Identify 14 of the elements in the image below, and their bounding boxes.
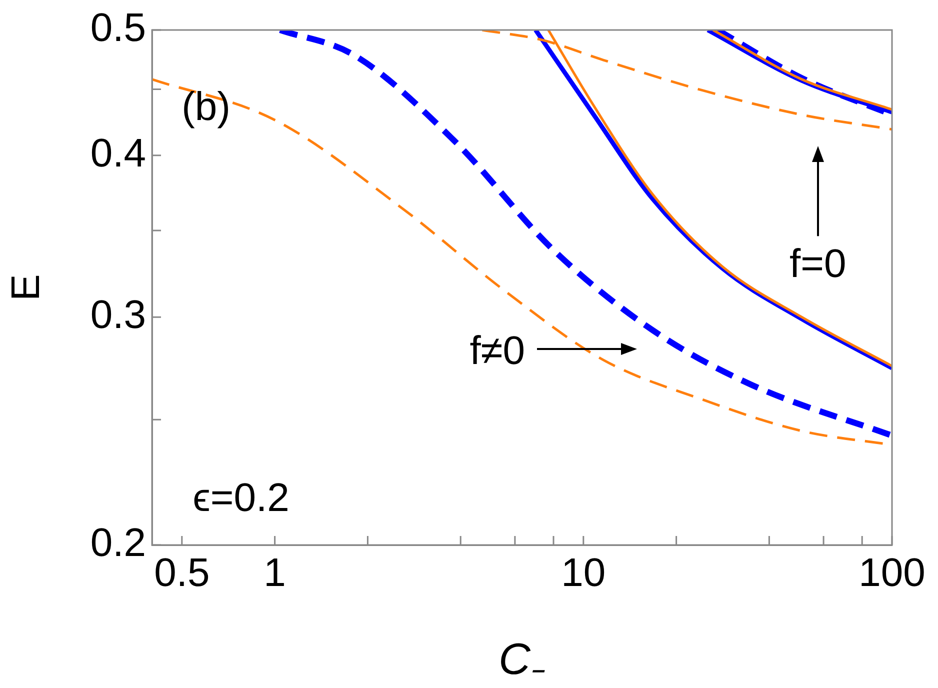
x-tick-label: 0.5 [154,551,210,596]
y-tick-label: 0.3 [90,293,146,338]
annotation: f≠0 [470,329,525,374]
x-tick-label: 100 [858,551,926,596]
x-tick-label: 1 [264,551,286,596]
y-tick-label: 0.4 [90,131,146,176]
x-tick-label: 10 [561,551,606,596]
annotation: f=0 [790,242,846,286]
x-axis-title: C₋ [498,634,546,684]
annotation: ϵ=0.2 [192,476,290,520]
y-tick-label: 0.2 [90,521,146,566]
y-tick-label: 0.5 [90,6,146,50]
y-axis-title: E [4,274,48,301]
annotation: (b) [182,84,230,129]
